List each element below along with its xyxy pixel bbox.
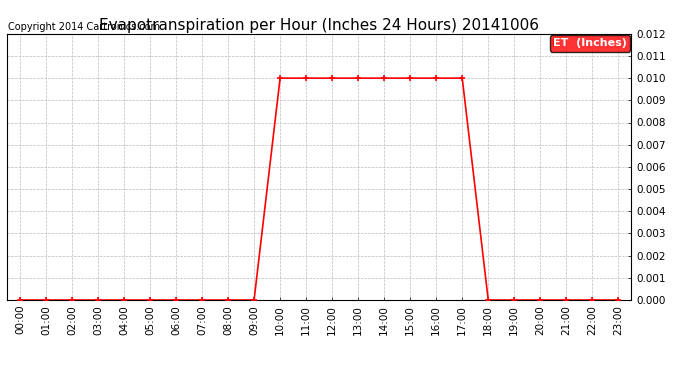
Title: Evapotranspiration per Hour (Inches 24 Hours) 20141006: Evapotranspiration per Hour (Inches 24 H… — [99, 18, 539, 33]
Text: Copyright 2014 Cartronics.com: Copyright 2014 Cartronics.com — [8, 22, 159, 32]
Legend: ET  (Inches): ET (Inches) — [550, 35, 630, 51]
